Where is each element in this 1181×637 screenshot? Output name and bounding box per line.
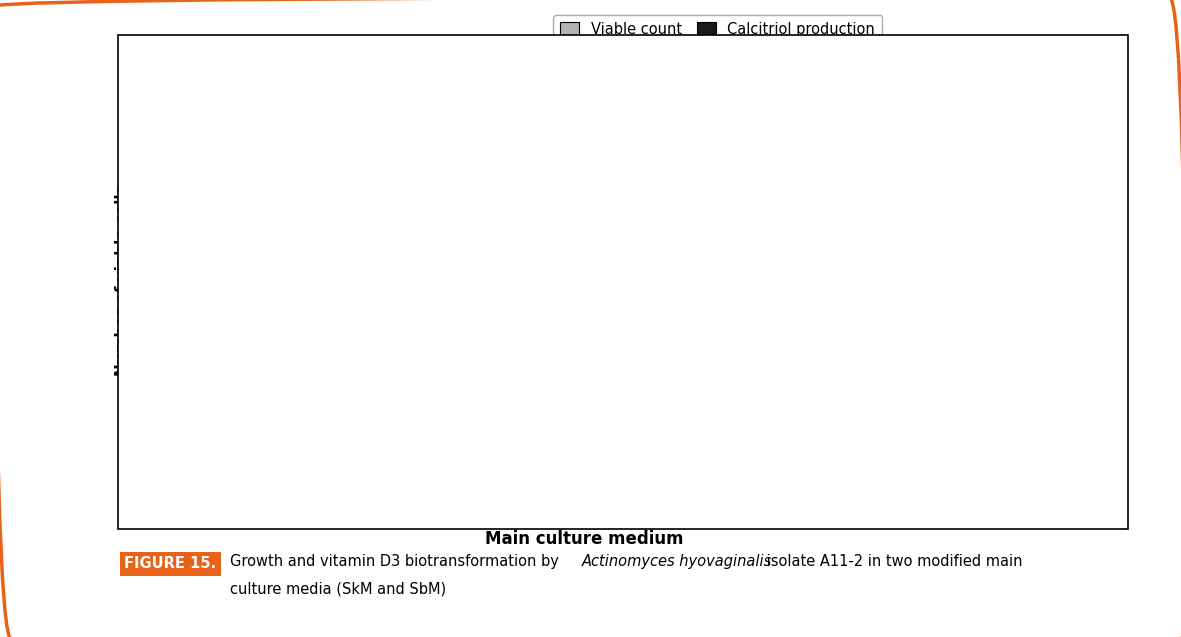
Text: Actinomyces hyovaginalis: Actinomyces hyovaginalis: [582, 554, 772, 569]
Text: isolate A11-2 in two modified main: isolate A11-2 in two modified main: [762, 554, 1023, 569]
Text: culture media (SkM and SbM): culture media (SkM and SbM): [230, 582, 446, 597]
Bar: [283, 420, 344, 497]
Bar: [826, 172, 886, 497]
Legend: Viable count, Calcitriol production: Viable count, Calcitriol production: [553, 15, 882, 44]
X-axis label: Main culture medium: Main culture medium: [485, 530, 684, 548]
Text: FIGURE 15.: FIGURE 15.: [124, 556, 216, 571]
Bar: [223, 208, 283, 497]
Bar: [585, 482, 645, 497]
Bar: [524, 100, 585, 497]
Y-axis label: Number of viable cells
(X10⁶ cfu/ml): Number of viable cells (X10⁶ cfu/ml): [115, 185, 148, 376]
Text: Growth and vitamin D3 biotransformation by: Growth and vitamin D3 biotransformation …: [230, 554, 563, 569]
Bar: [886, 150, 946, 497]
Y-axis label: Calcitriol amount (ug)
/50 ml main culture: Calcitriol amount (ug) /50 ml main cultu…: [1022, 187, 1055, 374]
